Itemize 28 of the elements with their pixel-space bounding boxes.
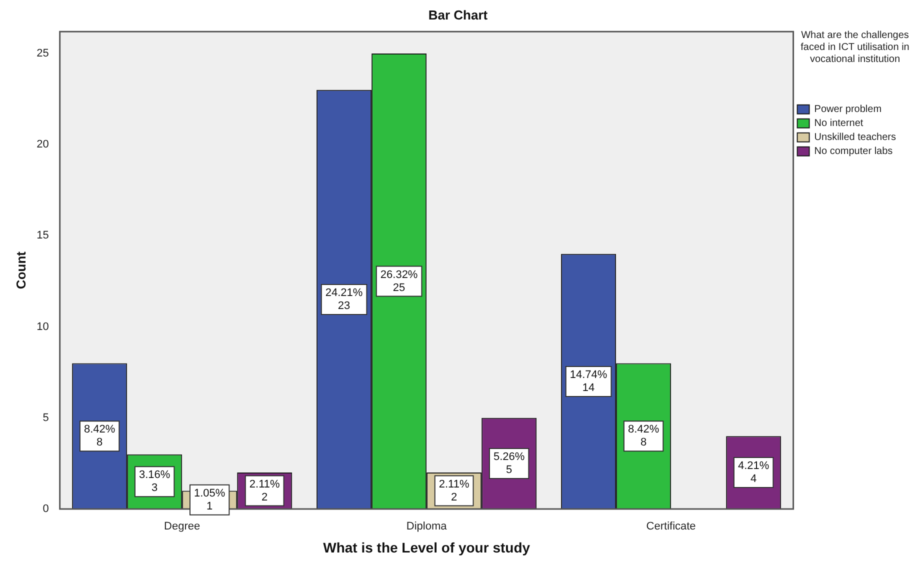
data-label: 4.21% 4 xyxy=(738,460,770,486)
x-tick-label: Certificate xyxy=(646,520,696,533)
data-label: 2.11% 2 xyxy=(438,478,470,504)
x-tick-label: Degree xyxy=(164,520,200,533)
legend-label: Power problem xyxy=(814,104,882,116)
y-tick-label: 5 xyxy=(42,412,49,424)
legend-label: No internet xyxy=(814,118,864,130)
legend-title: What are the challenges faced in ICT utilisation in vocational institution xyxy=(800,30,910,66)
data-label: 2.11% 2 xyxy=(249,478,280,504)
x-axis-title: What is the Level of your study xyxy=(323,539,530,556)
y-tick-label: 20 xyxy=(36,138,49,151)
legend-label: No computer labs xyxy=(814,146,893,158)
x-tick-label: Diploma xyxy=(406,520,448,533)
data-label: 8.42% 8 xyxy=(628,424,660,449)
data-label: 8.42% 8 xyxy=(84,424,116,449)
y-tick-label: 0 xyxy=(42,503,49,516)
data-label: 26.32% 25 xyxy=(380,268,418,294)
data-label: 3.16% 3 xyxy=(138,469,170,494)
legend-label: Unskilled teachers xyxy=(814,132,896,144)
y-axis-title: Count xyxy=(13,250,28,290)
data-label: 5.26% 5 xyxy=(493,450,525,476)
y-tick-label: 25 xyxy=(36,47,49,60)
chart-title: Bar Chart xyxy=(428,7,488,22)
data-label: 14.74% 14 xyxy=(570,368,608,394)
y-tick-label: 10 xyxy=(36,320,49,333)
data-label: 24.21% 23 xyxy=(325,286,363,312)
y-tick-label: 15 xyxy=(36,230,49,242)
data-label: 1.05% 1 xyxy=(194,487,226,512)
